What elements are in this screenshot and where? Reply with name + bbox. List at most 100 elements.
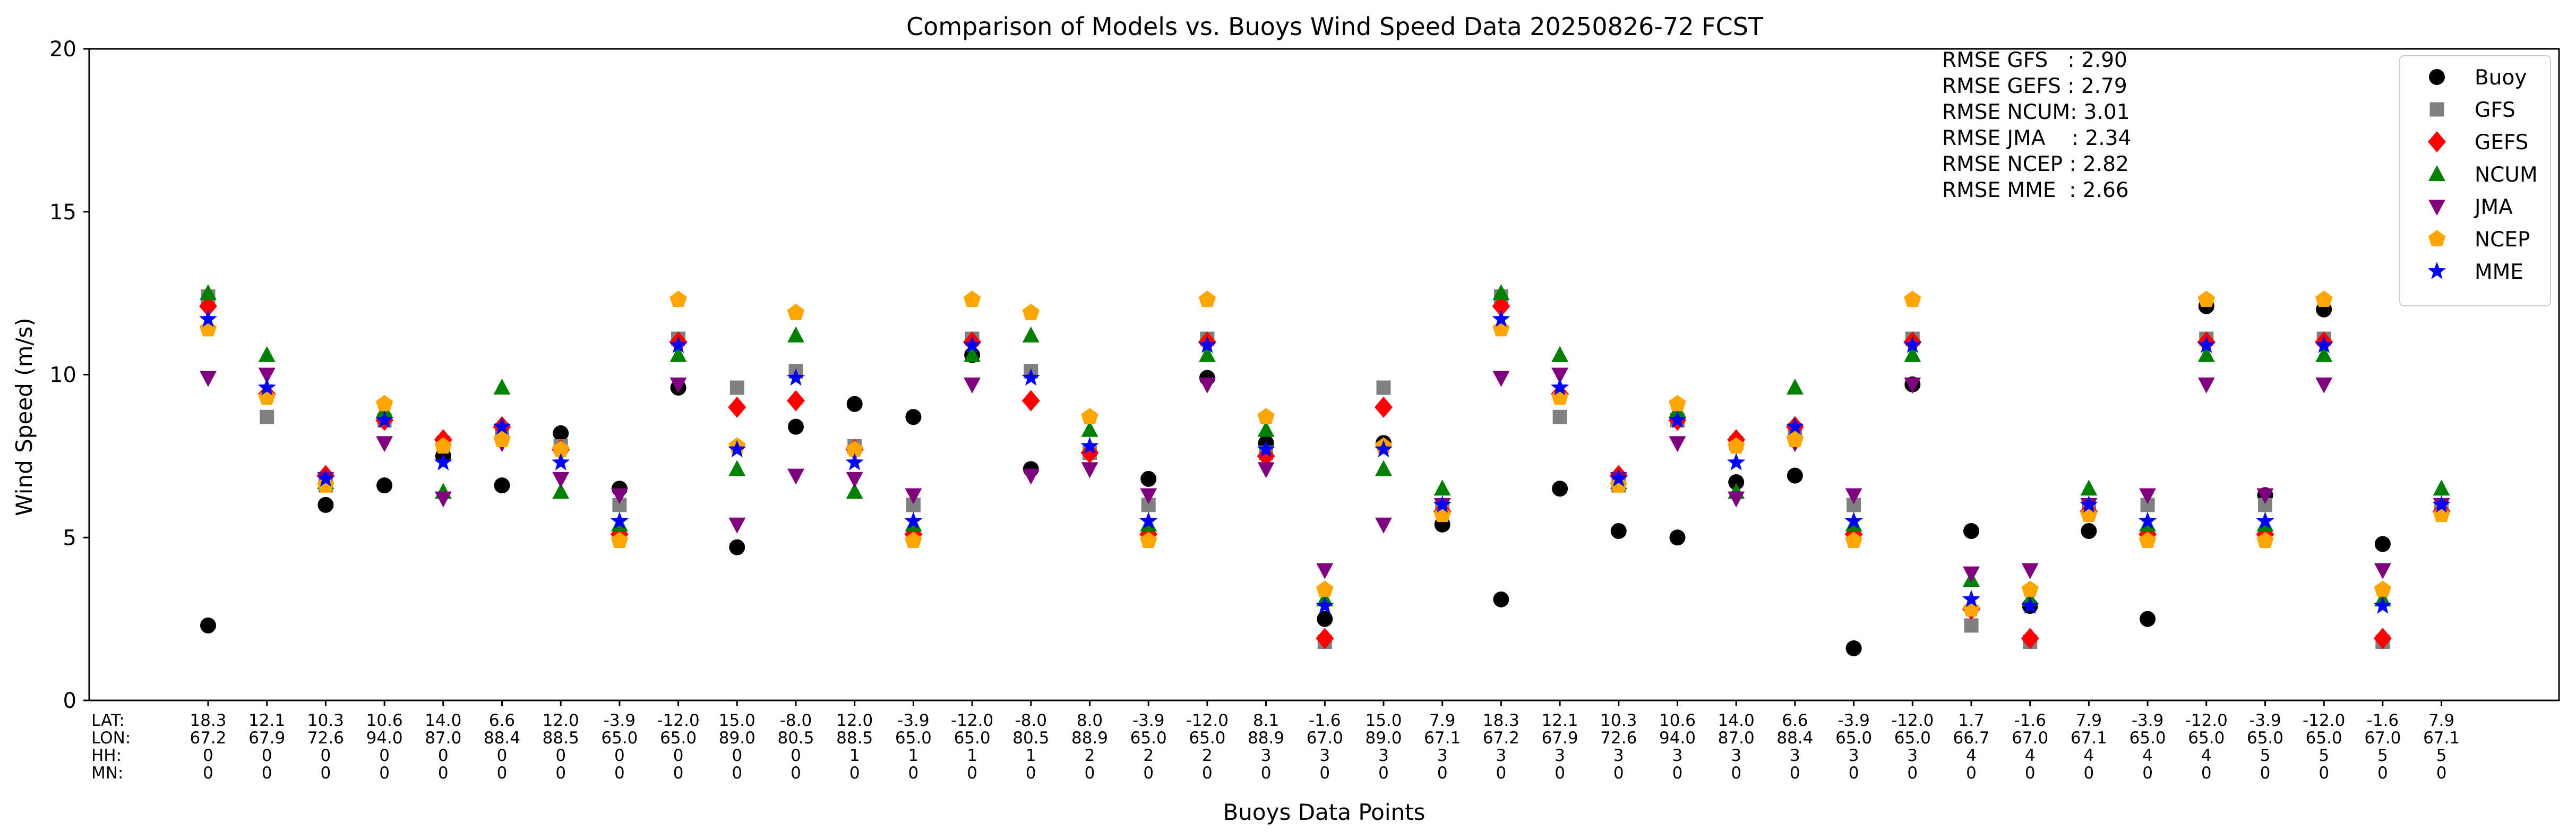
- x-tick-lon-label: 65.0: [1130, 729, 1167, 748]
- x-tick-label-group: -12.065.030: [1891, 711, 1934, 783]
- marker-gefs-point: [2373, 628, 2392, 649]
- x-tick-lon-label: 94.0: [1659, 729, 1696, 748]
- marker-jma-point: [1257, 462, 1275, 478]
- x-tick-lat-label: 8.1: [1253, 711, 1279, 730]
- x-tick-label-group: -3.965.020: [1130, 711, 1167, 783]
- x-tick-label-group: 10.694.000: [366, 711, 403, 783]
- marker-mme-point: [610, 511, 629, 529]
- x-tick-label-group: 10.372.600: [307, 711, 344, 783]
- x-tick-lat-label: -12.0: [2303, 711, 2345, 730]
- x-tick-hh-label: 4: [2142, 746, 2153, 765]
- x-tick-mn-label: 0: [2142, 764, 2153, 783]
- legend-label-buoy: Buoy: [2475, 66, 2527, 90]
- x-tick-lon-label: 65.0: [2130, 729, 2166, 748]
- x-tick-lat-label: -3.9: [604, 711, 636, 730]
- row-label-lon: LON:: [91, 729, 131, 748]
- marker-gefs-point: [199, 295, 217, 317]
- x-tick-lon-label: 67.0: [1307, 729, 1343, 748]
- marker-jma-point: [2021, 563, 2039, 579]
- x-tick-lat-label: 12.1: [248, 711, 285, 730]
- marker-jma-point: [787, 468, 804, 485]
- marker-ncep-point: [1081, 408, 1098, 424]
- marker-ncum-point: [493, 379, 511, 395]
- x-tick-hh-label: 4: [2025, 746, 2036, 765]
- marker-jma-point: [728, 517, 746, 534]
- legend-marker-ncum: [2428, 165, 2445, 181]
- x-tick-mn-label: 0: [379, 764, 390, 783]
- x-tick-hh-label: 4: [2084, 746, 2094, 765]
- x-tick-label-group: 1.766.740: [1953, 711, 1989, 783]
- x-tick-lon-label: 67.2: [190, 729, 226, 748]
- x-tick-hh-label: 0: [262, 746, 272, 765]
- marker-jma-point: [552, 472, 570, 488]
- marker-jma-point: [1669, 436, 1686, 452]
- marker-ncep-point: [1022, 303, 1040, 320]
- marker-ncum-point: [669, 346, 687, 362]
- x-tick-hh-label: 3: [1849, 746, 1859, 765]
- series-mme: [199, 310, 2451, 614]
- marker-buoy-point: [200, 617, 216, 633]
- marker-ncum-point: [728, 460, 746, 476]
- marker-ncum-point: [1551, 346, 1569, 362]
- x-tick-label-group: -12.065.010: [951, 711, 993, 783]
- marker-mme-point: [1433, 495, 1452, 513]
- x-tick-label-group: 6.688.430: [1776, 711, 1813, 783]
- x-tick-lon-label: 67.0: [2364, 729, 2401, 748]
- x-tick-hh-label: 2: [1143, 746, 1154, 765]
- marker-gefs-point: [2021, 628, 2039, 649]
- x-tick-lat-label: -12.0: [1891, 711, 1934, 730]
- x-tick-mn-label: 0: [2084, 764, 2094, 783]
- marker-ncep-point: [493, 431, 511, 447]
- x-tick-lon-label: 88.9: [1071, 729, 1108, 748]
- x-tick-mn-label: 0: [2436, 764, 2447, 783]
- x-tick-mn-label: 0: [2201, 764, 2212, 783]
- x-tick-lat-label: 10.6: [366, 711, 403, 730]
- x-tick-mn-label: 0: [1143, 764, 1154, 783]
- x-tick-mn-label: 0: [1261, 764, 1272, 783]
- marker-ncep-point: [434, 437, 452, 454]
- x-tick-lon-label: 65.0: [2247, 729, 2283, 748]
- y-tick-label: 0: [63, 689, 76, 713]
- marker-jma-point: [376, 436, 393, 452]
- marker-jma-point: [1492, 371, 1510, 387]
- marker-jma-point: [964, 377, 981, 393]
- x-tick-lat-label: -1.6: [2367, 711, 2399, 730]
- marker-ncum-point: [2080, 480, 2098, 496]
- legend-label-gefs: GEFS: [2475, 131, 2528, 155]
- marker-mme-point: [1551, 378, 1569, 396]
- x-tick-hh-label: 3: [1437, 746, 1448, 765]
- x-tick-mn-label: 0: [1966, 764, 1977, 783]
- marker-jma-point: [1845, 488, 1862, 504]
- marker-mme-point: [904, 511, 923, 529]
- x-tick-label-group: 14.087.000: [425, 711, 461, 783]
- marker-mme-point: [1080, 436, 1099, 454]
- x-tick-mn-label: 0: [1496, 764, 1507, 783]
- x-tick-lat-label: -8.0: [1015, 711, 1047, 730]
- x-tick-hh-label: 0: [732, 746, 742, 765]
- x-tick-hh-label: 2: [1202, 746, 1213, 765]
- marker-ncep-point: [2139, 532, 2157, 549]
- x-tick-lon-label: 67.2: [1483, 729, 1519, 748]
- marker-buoy-point: [729, 539, 745, 555]
- marker-buoy-point: [1728, 474, 1745, 490]
- marker-jma-point: [200, 371, 217, 387]
- marker-ncum-point: [2197, 346, 2215, 362]
- x-tick-hh-label: 0: [791, 746, 801, 765]
- x-tick-hh-label: 1: [1026, 746, 1036, 765]
- x-tick-mn-label: 0: [497, 764, 508, 783]
- marker-buoy-point: [1787, 467, 1803, 484]
- x-tick-hh-label: 3: [1613, 746, 1624, 765]
- x-tick-lat-label: 12.0: [543, 711, 579, 730]
- marker-ncum-point: [258, 346, 276, 362]
- marker-ncep-point: [787, 303, 805, 320]
- legend-marker-buoy: [2429, 69, 2445, 85]
- x-tick-hh-label: 3: [1907, 746, 1918, 765]
- marker-jma-point: [611, 488, 628, 504]
- marker-buoy-point: [1493, 591, 1509, 607]
- marker-buoy-point: [1140, 470, 1157, 487]
- x-axis-label: Buoys Data Points: [1223, 799, 1425, 825]
- x-tick-lon-label: 67.0: [2012, 729, 2048, 748]
- x-tick-label-group: -8.080.500: [777, 711, 814, 783]
- marker-jma-point: [2315, 377, 2333, 393]
- x-tick-lon-label: 80.5: [777, 729, 814, 748]
